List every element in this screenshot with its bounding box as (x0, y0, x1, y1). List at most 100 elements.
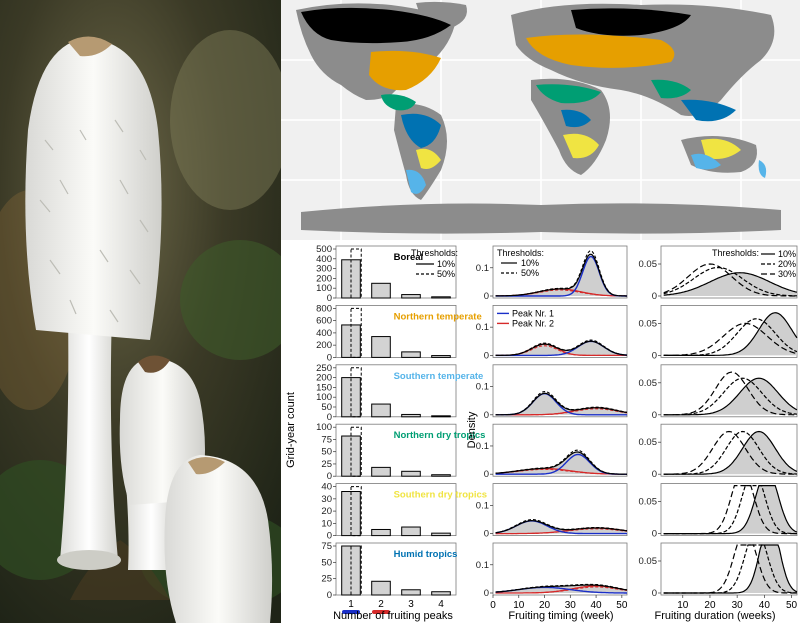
duration-curve-30pct (663, 544, 797, 594)
xtick-label: 30 (565, 600, 577, 611)
xtick-label: 30 (732, 600, 744, 611)
legend-item: Peak Nr. 2 (512, 318, 554, 328)
ytick-label: 0.1 (476, 560, 489, 571)
bar-10pct (401, 351, 421, 358)
fruiting-timing-column: 0 0.1 0 0.1 0 0.1 0 0.1 0 0.1 0 0.1 0 10 20 30 40 50 Thres… (476, 245, 628, 611)
bar-10pct (431, 355, 451, 358)
ytick-label: 200 (316, 373, 332, 384)
region-label: Southern dry tropics (394, 490, 487, 501)
xtick-label: 1 (348, 599, 354, 610)
total-curve-50 (495, 391, 628, 416)
bar-10pct (371, 466, 391, 477)
col1-xlabel: Number of fruiting peaks (333, 610, 453, 622)
ytick-label: 0.1 (476, 322, 489, 333)
ytick-label: 25 (321, 574, 332, 585)
legend-item: Peak Nr. 1 (512, 308, 554, 318)
legend-title: Thresholds: (712, 248, 759, 258)
legend-title: Thresholds: (497, 248, 544, 258)
xtick-label: 10 (513, 600, 525, 611)
xtick-label: 40 (759, 600, 771, 611)
region-label: Humid tropics (394, 549, 458, 560)
col2-ylabel: Density (466, 411, 478, 448)
bar-10pct (401, 413, 421, 418)
peak-marker (372, 610, 390, 614)
mushroom-photo (0, 0, 281, 623)
ytick-label: 0 (327, 412, 332, 423)
xtick-label: 10 (677, 600, 689, 611)
ytick-label: 0 (484, 350, 489, 361)
xtick-label: 0 (490, 600, 496, 611)
ytick-label: 250 (316, 363, 332, 374)
legend-item: 20% (778, 259, 796, 269)
total-curve-50 (495, 583, 628, 593)
ytick-label: 0 (652, 410, 657, 421)
ytick-label: 0 (484, 410, 489, 421)
ytick-label: 0.1 (476, 263, 489, 274)
panel-frame (492, 423, 628, 477)
ytick-label: 20 (321, 506, 332, 517)
bar-10pct (401, 589, 421, 596)
total-curve-50 (495, 250, 628, 297)
bar-50pct (350, 248, 362, 299)
peak2-curve-50 (495, 408, 628, 416)
ytick-label: 25 (321, 459, 332, 470)
bar-10pct (431, 296, 451, 299)
bar-10pct (341, 435, 361, 477)
legend-item: 30% (778, 269, 796, 279)
peak2-curve-50 (495, 586, 628, 594)
bar-50pct (350, 367, 362, 418)
xtick-label: 50 (616, 600, 628, 611)
duration-curve-20pct (663, 318, 798, 356)
density-area (495, 393, 627, 415)
bar-50pct (350, 426, 362, 477)
legend-item: 10% (437, 259, 455, 269)
ytick-label: 0.05 (639, 437, 658, 448)
ytick-label: 0 (484, 469, 489, 480)
ytick-label: 0.05 (639, 318, 658, 329)
duration-curve-30pct (663, 322, 798, 356)
ytick-label: 50 (321, 402, 332, 413)
bar-10pct (341, 377, 361, 418)
density-area (495, 520, 627, 534)
ytick-label: 50 (321, 557, 332, 568)
ytick-label: 0 (327, 590, 332, 601)
bar-10pct (431, 591, 451, 596)
duration-curve-30pct (663, 485, 797, 535)
ytick-label: 50 (321, 447, 332, 458)
ytick-label: 0 (327, 293, 332, 304)
total-curve-50 (495, 519, 628, 534)
panels-figure: 0100200300400500BorealThresholds:10%50%0… (285, 244, 798, 622)
xtick-label: 20 (704, 600, 716, 611)
bar-10pct (371, 403, 391, 418)
ytick-label: 100 (316, 422, 332, 433)
ytick-label: 0 (652, 529, 657, 540)
ytick-label: 75 (321, 541, 332, 552)
bar-50pct (350, 486, 362, 537)
region-label: Northern temperate (394, 311, 482, 322)
ytick-label: 0.05 (639, 556, 658, 567)
ytick-label: 0.05 (639, 497, 658, 508)
duration-area (663, 272, 797, 296)
ytick-label: 0 (327, 531, 332, 542)
bar-50pct (350, 545, 362, 596)
ytick-label: 40 (321, 482, 332, 493)
duration-curve-20pct (663, 267, 797, 297)
duration-curve-20pct (663, 544, 797, 594)
ytick-label: 0.1 (476, 382, 489, 393)
ytick-label: 0 (652, 350, 657, 361)
density-area (495, 341, 627, 356)
ytick-label: 100 (316, 392, 332, 403)
ytick-label: 10 (321, 518, 332, 529)
xtick-label: 40 (591, 600, 603, 611)
bar-10pct (431, 474, 451, 477)
duration-area (663, 378, 797, 415)
density-area (495, 254, 627, 296)
ytick-label: 800 (316, 303, 332, 314)
ytick-label: 0 (652, 588, 657, 599)
bar-10pct (401, 294, 421, 299)
duration-curve-10pct (663, 377, 798, 416)
ytick-label: 0 (484, 529, 489, 540)
region-label: Northern dry tropics (394, 430, 486, 441)
xtick-label: 4 (438, 599, 444, 610)
fruiting-duration-column: 0 0.05 0 0.05 0 0.05 0 0.05 0 0.05 0 0.05 10 20 30 40 50… (639, 245, 798, 611)
